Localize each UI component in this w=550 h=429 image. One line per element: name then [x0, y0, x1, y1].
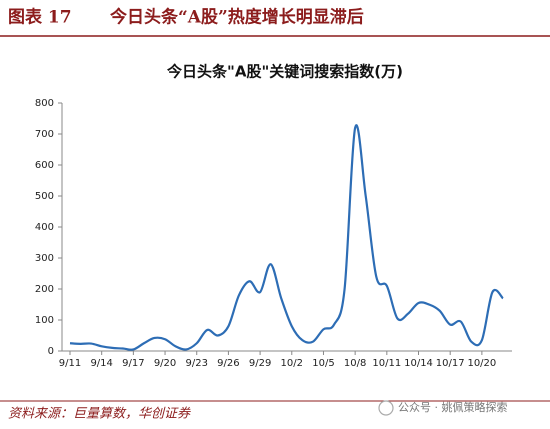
x-tick-label: 10/2: [281, 358, 303, 369]
watermark: 公众号 · 姚佩策略探索: [398, 400, 508, 414]
y-tick-label: 700: [35, 129, 54, 140]
chart-title: 今日头条"A股"关键词搜索指数(万): [166, 63, 403, 81]
x-tick-label: 10/8: [344, 358, 366, 369]
x-tick-label: 10/20: [467, 358, 496, 369]
y-tick-label: 0: [48, 346, 54, 357]
x-tick-label: 9/17: [122, 358, 144, 369]
plot: 0 100 200 300 400 500 600 700 800 9/11 9/14 9/17 9/2…: [35, 98, 512, 369]
y-tick-label: 100: [35, 315, 54, 326]
x-tick-label: 10/11: [372, 358, 401, 369]
source: 资料来源：巨量算数，华创证券: [8, 407, 191, 422]
header-title: 今日头条“A股”热度增长明显滞后: [110, 7, 364, 28]
series-line: [69, 124, 504, 351]
x-tick-label: 9/23: [185, 358, 207, 369]
x-tick-label: 9/14: [90, 358, 112, 369]
y-tick-label: 300: [35, 253, 54, 264]
y-tick-label: 500: [35, 191, 54, 202]
y-tick-label: 800: [35, 98, 54, 109]
x-tick-label: 9/26: [217, 358, 239, 369]
y-tick-label: 200: [35, 284, 54, 295]
watermark-icon: [378, 400, 394, 416]
y-tick-label: 600: [35, 160, 54, 171]
figure-number: 图表 17: [8, 7, 72, 28]
x-tick-label: 9/11: [59, 358, 81, 369]
x-tick-label: 10/14: [404, 358, 433, 369]
x-tick-label: 10/17: [436, 358, 465, 369]
y-tick-label: 400: [35, 222, 54, 233]
x-tick-label: 9/29: [249, 358, 271, 369]
x-tick-label: 10/5: [312, 358, 334, 369]
x-tick-label: 9/20: [154, 358, 176, 369]
